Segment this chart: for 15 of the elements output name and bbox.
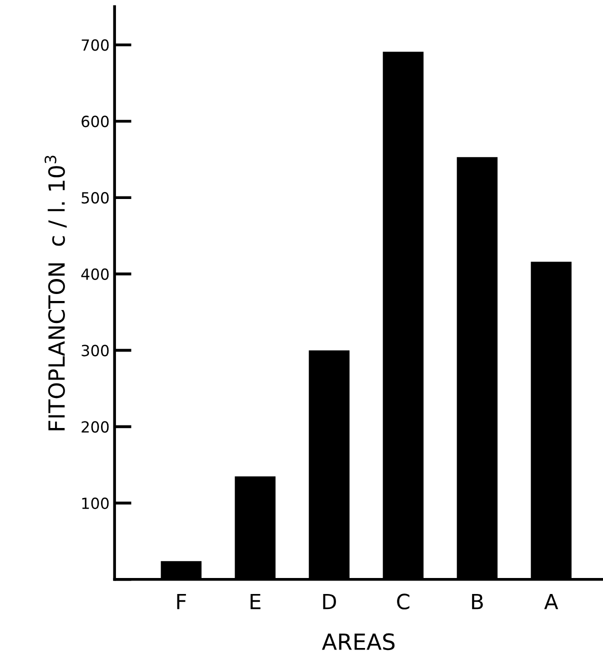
y-tick-label: 100 xyxy=(82,498,109,510)
y-tick-label: 200 xyxy=(82,421,109,433)
x-tick-label: F xyxy=(177,594,186,610)
x-axis-title: AREAS xyxy=(322,633,395,650)
y-axis-title: FITOPLANCTON c / l. 10$^{3}$ xyxy=(44,156,67,430)
x-tick-label: B xyxy=(472,594,483,610)
x-tick-label: A xyxy=(544,594,558,610)
y-tick-label: 400 xyxy=(81,268,109,280)
y-tick-label: 700 xyxy=(82,39,109,51)
y-tick-label: 600 xyxy=(82,116,109,128)
x-tick-label: C xyxy=(397,594,410,610)
y-tick-label: 300 xyxy=(82,344,109,356)
x-tick-label: D xyxy=(323,594,336,610)
y-tick-label: 500 xyxy=(82,192,109,204)
x-tick-label: E xyxy=(250,594,260,610)
